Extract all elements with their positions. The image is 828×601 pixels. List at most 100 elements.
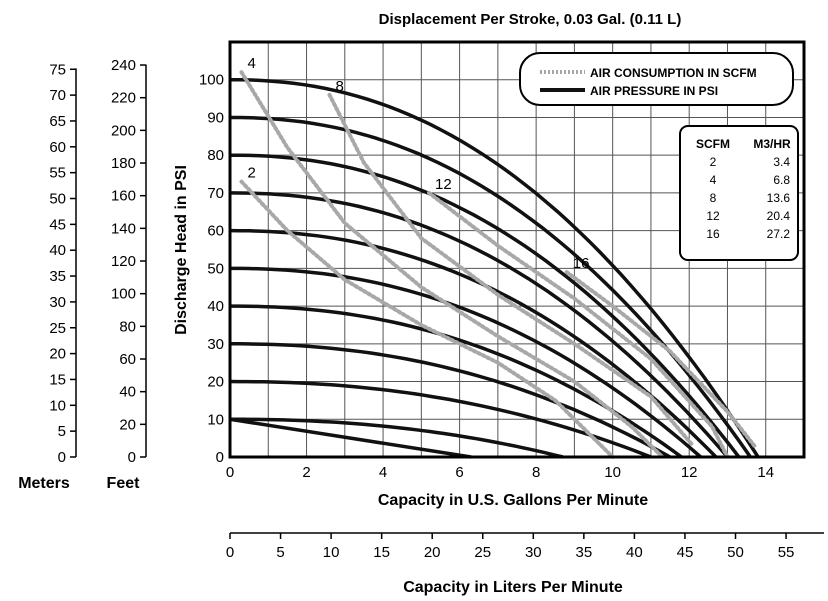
liters-tick-label: 0 xyxy=(226,544,234,561)
meters-tick-label: 65 xyxy=(49,113,66,130)
meters-tick-label: 50 xyxy=(49,191,66,208)
x-tick-label: 8 xyxy=(532,464,540,481)
y-tick-label: 10 xyxy=(207,411,224,428)
feet-tick-label: 180 xyxy=(111,155,136,172)
y-tick-label: 60 xyxy=(207,223,224,240)
y-axis-ticks: 0 10 20 30 40 50 60 70 80 90 100 xyxy=(199,72,224,466)
pressure-curve xyxy=(230,153,741,459)
liters-tick-label: 50 xyxy=(727,544,744,561)
feet-tick-label: 80 xyxy=(119,318,136,335)
y-tick-label: 80 xyxy=(207,147,224,164)
x-axis-label: Capacity in U.S. Gallons Per Minute xyxy=(378,492,648,509)
x-tick-label: 10 xyxy=(604,464,621,481)
table-cell-m3hr: 27.2 xyxy=(767,227,791,241)
conversion-table-rows: 2 3.4 4 6.8 8 13.6 12 20.4 16 27.2 xyxy=(706,155,790,241)
air-consumption-curves xyxy=(239,70,757,459)
feet-tick-label: 0 xyxy=(128,449,136,466)
legend-box xyxy=(519,52,794,106)
meters-tick-label: 25 xyxy=(49,320,66,337)
liters-tick-label: 5 xyxy=(276,544,284,561)
liters-tick-label: 30 xyxy=(525,544,542,561)
liters-tick-label: 10 xyxy=(323,544,340,561)
meters-axis: 0 5 10 15 20 25 30 35 40 45 50 55 60 65 70 75 xyxy=(49,61,77,466)
y-tick-label: 30 xyxy=(207,336,224,353)
meters-tick-label: 75 xyxy=(49,61,66,78)
conversion-table: SCFM M3/HR 2 3.4 4 6.8 8 13.6 12 20.4 16 27.2 xyxy=(679,125,799,261)
feet-tick-label: 200 xyxy=(111,122,136,139)
meters-tick-label: 45 xyxy=(49,216,66,233)
feet-tick-label: 100 xyxy=(111,286,136,303)
pressure-curve xyxy=(229,77,760,458)
meters-tick-label: 55 xyxy=(49,165,66,182)
meters-tick-label: 20 xyxy=(49,346,66,363)
consumption-curve xyxy=(564,270,757,448)
liters-tick-label: 40 xyxy=(626,544,643,561)
air-consumption-labels: 2 4 8 12 16 xyxy=(247,55,589,272)
y-tick-label: 100 xyxy=(199,72,224,89)
meters-tick-label: 10 xyxy=(49,397,66,414)
meters-tick-label: 5 xyxy=(58,423,66,440)
y-tick-label: 0 xyxy=(216,449,224,466)
table-cell-m3hr: 20.4 xyxy=(767,209,791,223)
y-tick-label: 20 xyxy=(207,374,224,391)
liters-tick-label: 20 xyxy=(424,544,441,561)
feet-tick-label: 220 xyxy=(111,90,136,107)
meters-tick-label: 0 xyxy=(58,449,66,466)
meters-tick-label: 70 xyxy=(49,87,66,104)
y-tick-label: 40 xyxy=(207,298,224,315)
x2-axis-label: Capacity in Liters Per Minute xyxy=(403,579,623,596)
pressure-curve xyxy=(229,417,472,459)
feet-label: Feet xyxy=(107,475,141,492)
pressure-curve xyxy=(229,191,729,459)
x-axis-ticks: 0 2 4 6 8 10 12 14 xyxy=(226,464,774,481)
y-tick-label: 50 xyxy=(207,260,224,277)
pressure-curve xyxy=(230,417,564,459)
y-axis-label: Discharge Head in PSI xyxy=(173,165,190,335)
x-tick-label: 2 xyxy=(302,464,310,481)
liters-tick-label: 55 xyxy=(778,544,795,561)
x-tick-label: 6 xyxy=(455,464,463,481)
table-cell-m3hr: 6.8 xyxy=(773,173,790,187)
legend: AIR CONSUMPTION IN SCFM AIR PRESSURE IN … xyxy=(519,52,794,106)
table-cell-scfm: 4 xyxy=(710,173,717,187)
y-tick-label: 90 xyxy=(207,109,224,126)
consumption-curve xyxy=(327,92,695,448)
consumption-curve-label: 16 xyxy=(573,255,590,272)
table-header-m3hr: M3/HR xyxy=(753,137,791,151)
table-cell-scfm: 2 xyxy=(710,155,717,169)
liters-tick-label: 35 xyxy=(576,544,593,561)
plot-frame xyxy=(228,40,806,459)
feet-tick-label: 120 xyxy=(111,253,136,270)
liters-tick-label: 15 xyxy=(373,544,390,561)
consumption-curve xyxy=(239,70,665,459)
liters-axis: 0 5 10 15 20 25 30 35 40 45 50 55 xyxy=(226,532,824,561)
meters-tick-label: 35 xyxy=(49,268,66,285)
table-cell-scfm: 12 xyxy=(706,209,720,223)
pressure-curve xyxy=(230,266,702,459)
meters-tick-label: 15 xyxy=(49,371,66,388)
legend-pressure-label: AIR PRESSURE IN PSI xyxy=(590,84,718,98)
meters-tick-label: 30 xyxy=(49,294,66,311)
feet-tick-label: 160 xyxy=(111,188,136,205)
meters-tick-label: 60 xyxy=(49,139,66,156)
feet-tick-label: 20 xyxy=(119,416,136,433)
meters-label: Meters xyxy=(18,475,70,492)
liters-tick-label: 25 xyxy=(474,544,491,561)
table-cell-scfm: 16 xyxy=(706,227,720,241)
chart-title: Displacement Per Stroke, 0.03 Gal. (0.11… xyxy=(379,11,682,28)
x-tick-label: 0 xyxy=(226,464,234,481)
table-cell-m3hr: 13.6 xyxy=(767,191,791,205)
consumption-curve-label: 12 xyxy=(435,176,452,193)
table-cell-scfm: 8 xyxy=(710,191,717,205)
feet-axis: 0 20 40 60 80 100 120 140 160 180 200 220 240 xyxy=(111,57,147,466)
legend-consumption-label: AIR CONSUMPTION IN SCFM xyxy=(590,66,757,80)
consumption-curve-label: 4 xyxy=(247,55,255,72)
table-cell-m3hr: 3.4 xyxy=(773,155,790,169)
conversion-table-box xyxy=(679,125,799,261)
consumption-curve-label: 2 xyxy=(247,165,255,182)
feet-tick-label: 140 xyxy=(111,220,136,237)
feet-tick-label: 40 xyxy=(119,384,136,401)
x-tick-label: 4 xyxy=(379,464,387,481)
pressure-curve xyxy=(229,228,718,459)
